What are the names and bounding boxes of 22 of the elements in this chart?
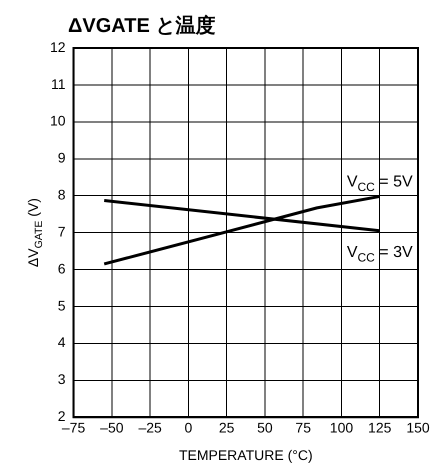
chart-title: ΔVGATE と温度 [68, 14, 216, 39]
x-tick-label: 150 [406, 419, 430, 436]
y-tick-label: 4 [58, 334, 66, 350]
x-tick-label: –25 [138, 419, 162, 436]
y-tick-label: 12 [50, 38, 66, 55]
x-tick-label: 125 [368, 419, 392, 436]
y-tick-label: 3 [58, 371, 66, 388]
x-tick-label: 25 [218, 419, 235, 436]
x-tick-label: 50 [257, 419, 273, 436]
x-tick-label: 75 [295, 419, 312, 436]
y-tick-label: 11 [51, 76, 66, 92]
y-tick-label: 9 [58, 150, 66, 166]
y-tick-label: 8 [58, 186, 66, 203]
x-axis-title: TEMPERATURE (°C) [178, 447, 313, 463]
y-tick-label: 10 [50, 112, 66, 129]
x-tick-label: 100 [330, 419, 354, 436]
y-tick-label: 6 [58, 260, 66, 276]
y-tick-label: 7 [58, 223, 66, 240]
y-tick-label: 5 [58, 297, 66, 314]
x-tick-label: –50 [100, 419, 124, 436]
x-tick-label: 0 [184, 419, 192, 436]
y-axis-title: ΔVGATE (V) [25, 198, 46, 268]
